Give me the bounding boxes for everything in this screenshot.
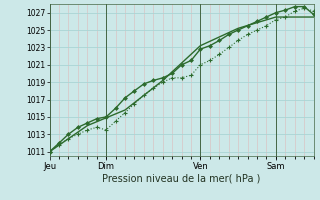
- X-axis label: Pression niveau de la mer( hPa ): Pression niveau de la mer( hPa ): [102, 173, 261, 183]
